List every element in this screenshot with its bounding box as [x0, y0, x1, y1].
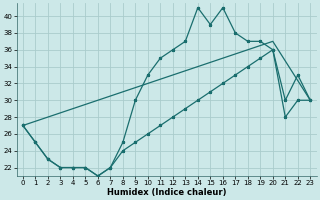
X-axis label: Humidex (Indice chaleur): Humidex (Indice chaleur): [107, 188, 226, 197]
